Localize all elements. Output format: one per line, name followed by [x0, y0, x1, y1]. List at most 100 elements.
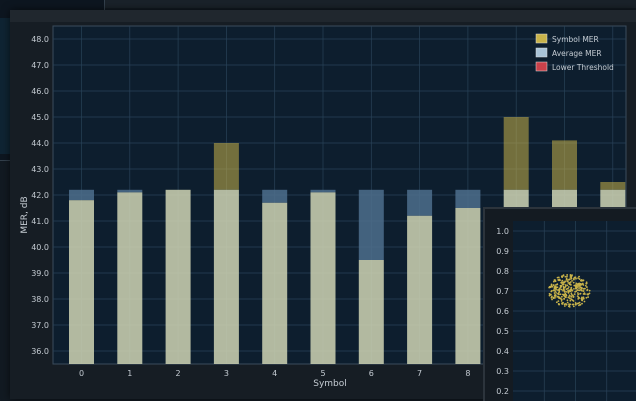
constellation-point [575, 277, 577, 280]
constellation-y-tick-label: 0.5 [496, 327, 509, 336]
y-tick-label: 45.0 [31, 113, 49, 122]
constellation-point [565, 296, 567, 299]
constellation-point [572, 305, 575, 308]
legend-label-lower-threshold: Lower Threshold [552, 63, 614, 72]
constellation-point [566, 280, 569, 283]
bar-average-mer-deficit [455, 189, 481, 208]
x-tick-label: 3 [224, 369, 229, 378]
bar-symbol-mer-excess [552, 140, 577, 190]
x-tick-label: 7 [417, 369, 422, 378]
constellation-point [570, 295, 573, 298]
x-axis-label: Symbol [313, 379, 347, 389]
legend-swatch-average-mer [535, 47, 548, 58]
constellation-point [564, 285, 567, 288]
y-tick-label: 41.0 [31, 217, 49, 226]
constellation-point [563, 298, 565, 300]
chart-window-titlebar[interactable] [10, 10, 636, 22]
constellation-point [560, 295, 563, 298]
constellation-point [568, 281, 571, 284]
y-tick-label: 39.0 [31, 269, 49, 278]
y-tick-label: 40.0 [31, 243, 49, 252]
mer-bar-chart: 36.037.038.039.040.041.042.043.044.045.0… [20, 25, 627, 389]
constellation-point [560, 288, 563, 291]
constellation-point [554, 294, 557, 296]
x-tick-label: 4 [272, 369, 277, 378]
constellation-point [557, 293, 560, 296]
constellation-point [577, 302, 580, 305]
constellation-point [566, 301, 569, 304]
constellation-point [562, 285, 565, 288]
constellation-y-tick-label: 0.8 [496, 267, 509, 276]
constellation-point [587, 296, 589, 298]
constellation-point [582, 293, 585, 295]
constellation-window: 1.0 0.9 0.8 0.7 0.6 0.5 0.4 0.3 0.2 [483, 207, 636, 401]
constellation-point [568, 297, 571, 300]
constellation-point [563, 303, 566, 306]
constellation-point [556, 289, 559, 291]
y-tick-label: 37.0 [31, 321, 49, 330]
bar-average-mer-deficit [407, 189, 433, 216]
constellation-point [576, 285, 578, 288]
constellation-y-tick-label: 0.2 [496, 387, 509, 396]
constellation-point [562, 289, 564, 292]
constellation-point [562, 274, 565, 277]
x-tick-label: 8 [465, 369, 470, 378]
constellation-point [550, 290, 553, 293]
constellation-point [582, 296, 585, 299]
constellation-point [577, 293, 580, 296]
constellation-point [565, 290, 568, 293]
constellation-y-tick-label: 0.7 [496, 287, 509, 296]
constellation-point [569, 274, 572, 276]
constellation-point [559, 284, 562, 287]
legend-label-symbol-mer: Symbol MER [552, 35, 599, 44]
constellation-point [581, 282, 584, 285]
constellation-point [565, 288, 568, 291]
constellation-point [553, 289, 556, 292]
constellation-point [558, 279, 560, 282]
bar-average-mer-deficit [358, 189, 384, 260]
constellation-point [564, 275, 567, 278]
constellation-point [569, 299, 572, 302]
constellation-point [557, 302, 560, 305]
constellation-point [577, 296, 580, 299]
constellation-point [565, 303, 568, 306]
constellation-point [560, 275, 563, 278]
constellation-point [569, 288, 572, 291]
constellation-point [555, 301, 558, 304]
constellation-point [571, 279, 573, 282]
constellation-point [578, 275, 580, 278]
constellation-point [574, 290, 577, 293]
constellation-point [569, 276, 572, 278]
constellation-point [566, 275, 568, 278]
constellation-point [563, 291, 566, 293]
constellation-point [568, 303, 570, 306]
x-axis-ticks: 0 1 2 3 4 5 6 7 8 [79, 369, 470, 378]
mer-chart-window: 36.0 37.0 38.0 39.0 40.0 41.0 42.0 43.0 44.0 45.0… [10, 10, 636, 399]
constellation-point [570, 292, 573, 295]
constellation-point [557, 300, 560, 303]
constellation-point [577, 297, 580, 300]
constellation-point [581, 296, 583, 299]
constellation-point [571, 289, 574, 292]
bar-average-mer-deficit [69, 189, 94, 201]
constellation-point [564, 292, 567, 295]
constellation-point [585, 281, 588, 284]
y-tick-label: 42.0 [31, 191, 49, 200]
constellation-point [577, 277, 580, 279]
constellation-point [554, 287, 557, 290]
constellation-point [574, 303, 577, 306]
bar-symbol-mer [262, 202, 288, 364]
constellation-point [566, 278, 568, 281]
y-tick-label: 38.0 [31, 295, 49, 304]
constellation-point [566, 284, 569, 287]
x-tick-label: 1 [127, 369, 132, 378]
constellation-point [579, 287, 582, 289]
constellation-point [563, 281, 566, 284]
x-tick-label: 5 [320, 369, 325, 378]
constellation-point [560, 300, 563, 302]
constellation-point [586, 288, 589, 291]
constellation-point [553, 297, 556, 299]
constellation-point [575, 287, 577, 290]
constellation-point [576, 292, 579, 294]
bar-average-mer-deficit [117, 189, 143, 193]
